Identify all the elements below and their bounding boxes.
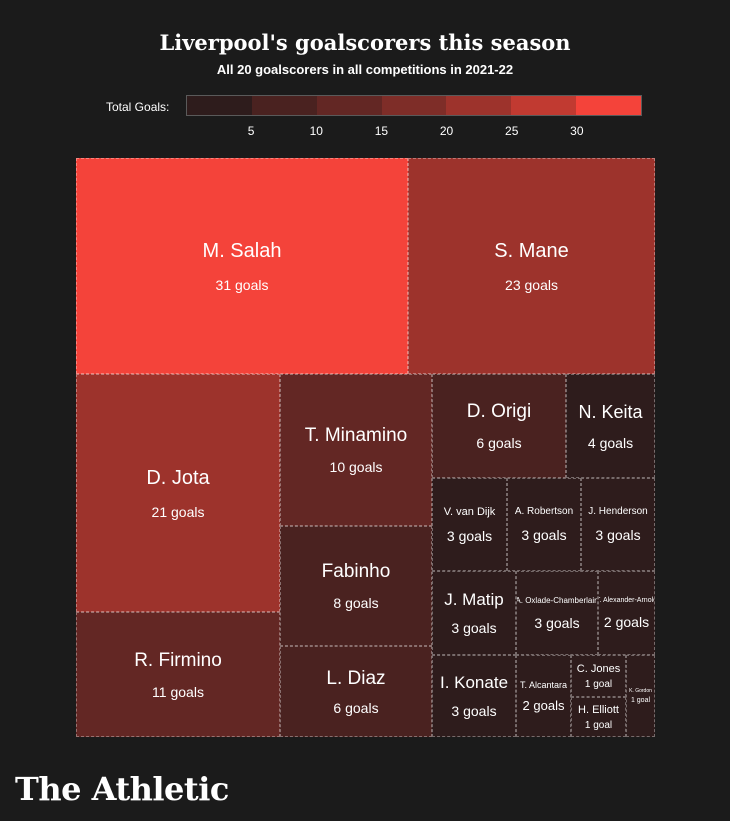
goals-value-label: 31 goals — [215, 276, 269, 293]
player-name-label: A. Robertson — [514, 506, 574, 517]
goals-value-label: 6 goals — [476, 435, 522, 451]
legend-tick-label: 20 — [439, 124, 454, 138]
player-name-label: H. Elliott — [578, 703, 619, 716]
legend-swatch — [446, 96, 512, 115]
goals-value-label: 8 goals — [333, 595, 379, 611]
legend-swatch — [381, 96, 447, 115]
treemap-tile: K. Gordon 1 goal — [626, 655, 655, 737]
treemap-tile: H. Elliott 1 goal — [571, 697, 626, 737]
goals-value-label: 11 goals — [152, 683, 204, 700]
legend-swatch — [511, 96, 577, 115]
goals-value-label: 21 goals — [151, 503, 205, 520]
player-name-label: Fabinho — [321, 561, 391, 582]
goals-value-label: 23 goals — [505, 276, 558, 293]
legend-tick-label: 10 — [309, 124, 323, 138]
legend-color-bar — [186, 95, 642, 116]
chart-subtitle: All 20 goalscorers in all competitions i… — [216, 62, 514, 77]
treemap-tile: M. Salah 31 goals — [76, 158, 408, 374]
goals-value-label: 1 goal — [584, 719, 613, 731]
player-name-label: V. van Dijk — [443, 505, 496, 518]
goals-value-label: 2 goals — [603, 613, 650, 630]
treemap-tile: N. Keita 4 goals — [566, 374, 655, 478]
treemap-tile: L. Diaz 6 goals — [280, 646, 432, 737]
player-name-label: R. Firmino — [134, 649, 222, 671]
player-name-label: J. Matip — [444, 590, 504, 609]
legend-tick-label: 15 — [374, 124, 389, 138]
goals-value-label: 1 goal — [584, 678, 613, 690]
treemap-tile: D. Jota 21 goals — [76, 374, 280, 612]
treemap-tile: R. Firmino 11 goals — [76, 612, 280, 737]
treemap-tile: T. Alexander-Arnold 2 goals — [598, 571, 655, 655]
treemap: M. Salah 31 goals S. Mane 23 goals D. Jota 21… — [76, 158, 655, 737]
player-name-label: T. Alcantara — [519, 679, 568, 690]
player-name-label: D. Jota — [146, 466, 210, 489]
treemap-tile: T. Alcantara 2 goals — [516, 655, 571, 737]
legend-swatch — [316, 96, 382, 115]
goals-value-label: 3 goals — [534, 614, 580, 631]
legend-swatch — [576, 96, 642, 115]
treemap-tile: Fabinho 8 goals — [280, 526, 432, 646]
treemap-tile: D. Origi 6 goals — [432, 374, 566, 478]
legend-swatch — [187, 96, 252, 115]
treemap-tile: S. Mane 23 goals — [408, 158, 655, 374]
treemap-tile: T. Minamino 10 goals — [280, 374, 432, 526]
player-name-label: N. Keita — [578, 401, 643, 422]
goals-value-label: 1 goal — [630, 697, 651, 704]
goals-value-label: 3 goals — [521, 527, 567, 543]
legend-tick-label: 25 — [505, 124, 519, 138]
treemap-tile: I. Konate 3 goals — [432, 655, 516, 737]
goals-value-label: 2 goals — [522, 697, 565, 713]
goals-value-label: 3 goals — [451, 620, 497, 636]
brand-logo: The Athletic — [15, 770, 229, 808]
player-name-label: M. Salah — [202, 239, 282, 262]
goals-value-label: 3 goals — [451, 703, 497, 719]
goals-value-label: 4 goals — [587, 434, 634, 451]
treemap-tile: V. van Dijk 3 goals — [432, 478, 507, 571]
goals-value-label: 3 goals — [446, 527, 493, 544]
legend-swatch — [251, 96, 317, 115]
legend-tick-label: 30 — [570, 124, 584, 138]
player-name-label: I. Konate — [439, 673, 509, 692]
player-name-label: A. Oxlade-Chamberlain — [516, 595, 598, 605]
goals-value-label: 10 goals — [329, 459, 383, 475]
player-name-label: T. Alexander-Arnold — [598, 596, 655, 604]
legend-tick-label: 5 — [247, 124, 255, 138]
player-name-label: T. Minamino — [304, 425, 408, 446]
chart-title: Liverpool's goalscorers this season — [159, 30, 571, 55]
treemap-tile: J. Henderson 3 goals — [581, 478, 655, 571]
treemap-tile: C. Jones 1 goal — [571, 655, 626, 697]
player-name-label: K. Gordon — [629, 688, 652, 694]
legend-label: Total Goals: — [106, 100, 170, 114]
player-name-label: L. Diaz — [326, 667, 386, 689]
player-name-label: S. Mane — [494, 239, 569, 262]
treemap-tile: A. Robertson 3 goals — [507, 478, 581, 571]
player-name-label: C. Jones — [576, 662, 621, 675]
player-name-label: J. Henderson — [588, 506, 648, 517]
treemap-tile: A. Oxlade-Chamberlain 3 goals — [516, 571, 598, 655]
player-name-label: D. Origi — [466, 401, 532, 422]
goals-value-label: 3 goals — [595, 527, 641, 543]
goals-value-label: 6 goals — [333, 699, 379, 716]
treemap-tile: J. Matip 3 goals — [432, 571, 516, 655]
